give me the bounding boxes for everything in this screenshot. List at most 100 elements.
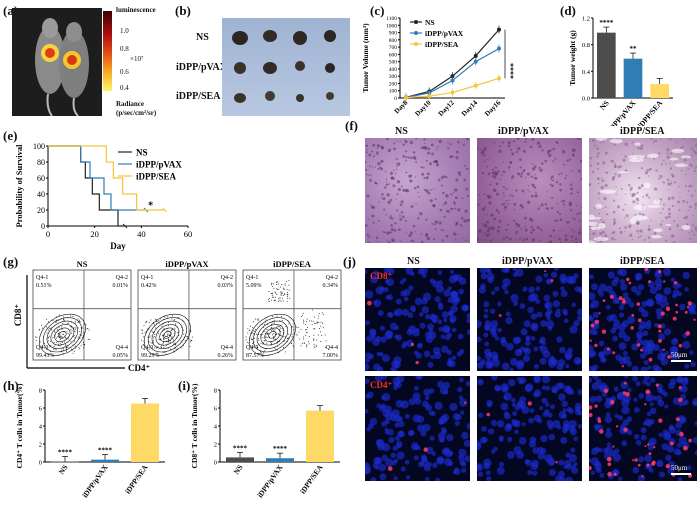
nucleus-dot [401, 185, 403, 188]
dapi-nucleus [658, 471, 666, 478]
nucleus-dot [666, 148, 670, 152]
dapi-nucleus [375, 465, 380, 470]
event-dot [270, 293, 272, 295]
nucleus-dot [552, 160, 555, 163]
nucleus-dot [449, 142, 452, 146]
dapi-nucleus [413, 455, 419, 461]
tumor-row-label-ns: NS [196, 32, 209, 43]
dapi-nucleus [453, 468, 461, 475]
nucleus-dot [624, 230, 626, 232]
nucleus-dot [642, 195, 645, 198]
nucleus-dot [410, 156, 413, 160]
nucleus-dot [450, 193, 453, 196]
necrosis-patch [589, 221, 599, 227]
nucleus-dot [503, 202, 506, 205]
nucleus-dot [566, 220, 570, 224]
positive-cell [609, 400, 615, 405]
nucleus-dot [445, 194, 449, 198]
event-dot [61, 336, 63, 338]
dapi-nucleus [598, 340, 605, 347]
y-tick-label: 500 [389, 60, 398, 66]
positive-cell [632, 459, 635, 462]
dapi-nucleus [563, 385, 571, 393]
dapi-nucleus [529, 436, 537, 444]
if-row-label-cd8: CD8⁺ [370, 271, 393, 281]
dapi-nucleus [590, 457, 600, 466]
dapi-nucleus [369, 329, 377, 337]
dapi-nucleus [421, 306, 430, 314]
nucleus-dot [489, 183, 492, 186]
bar [131, 403, 159, 462]
dapi-nucleus [514, 429, 519, 435]
nucleus-dot [455, 156, 459, 160]
if-cd4-pvax [477, 376, 582, 481]
event-dot [295, 333, 297, 335]
event-dot [167, 339, 169, 341]
nucleus-dot [501, 174, 503, 176]
dapi-nucleus [558, 393, 566, 401]
dapi-nucleus [540, 320, 548, 328]
nucleus-dot [693, 169, 696, 173]
dapi-nucleus [365, 290, 374, 299]
density-contour [39, 313, 86, 356]
positive-cell [673, 280, 678, 285]
nucleus-dot [491, 227, 495, 231]
positive-cell [423, 447, 428, 452]
dapi-nucleus [569, 454, 578, 462]
dapi-nucleus [593, 424, 600, 430]
dapi-nucleus [479, 436, 487, 444]
nucleus-dot [483, 147, 487, 151]
dapi-nucleus [692, 398, 697, 405]
quadrant-name: Q4-2 [221, 275, 233, 281]
event-dot [164, 316, 166, 318]
event-dot [149, 322, 151, 324]
nucleus-dot [461, 197, 464, 199]
dapi-nucleus [666, 445, 675, 453]
dapi-nucleus [446, 349, 452, 355]
nucleus-dot [516, 239, 518, 241]
nucleus-dot [389, 216, 393, 220]
positive-cell [387, 466, 393, 471]
nucleus-dot [486, 165, 488, 168]
event-dot [152, 339, 154, 341]
nucleus-dot [670, 180, 672, 182]
nucleus-dot [405, 156, 408, 159]
nucleus-dot [480, 151, 484, 155]
event-dot [52, 337, 54, 339]
nucleus-dot [497, 211, 500, 214]
dapi-nucleus [515, 361, 524, 370]
event-dot [49, 335, 51, 337]
dapi-nucleus [490, 449, 496, 454]
event-dot [61, 328, 63, 330]
bar [91, 459, 119, 462]
event-dot [183, 333, 185, 335]
dapi-nucleus [660, 323, 666, 329]
dapi-nucleus [639, 352, 646, 359]
dapi-nucleus [443, 447, 450, 454]
dapi-nucleus [522, 286, 528, 292]
dapi-nucleus [487, 428, 495, 435]
dapi-nucleus [529, 408, 535, 414]
nucleus-dot [497, 170, 500, 173]
event-dot [165, 353, 167, 355]
event-dot [318, 321, 320, 323]
nucleus-dot [378, 200, 380, 203]
dapi-nucleus [576, 308, 582, 316]
dapi-nucleus [543, 272, 549, 278]
dapi-nucleus [420, 268, 428, 275]
nucleus-dot [682, 138, 685, 140]
nucleus-dot [441, 239, 444, 242]
event-dot [81, 334, 83, 336]
event-dot [315, 345, 317, 347]
nucleus-dot [552, 147, 556, 151]
dapi-nucleus [673, 337, 678, 343]
dapi-nucleus [485, 359, 493, 366]
nucleus-dot [395, 162, 398, 165]
event-dot [169, 348, 171, 350]
nucleus-dot [684, 184, 687, 187]
positive-cell [648, 280, 652, 284]
nucleus-dot [570, 187, 574, 191]
nucleus-dot [457, 171, 461, 175]
necrosis-patch [681, 225, 691, 231]
event-dot [170, 330, 172, 332]
